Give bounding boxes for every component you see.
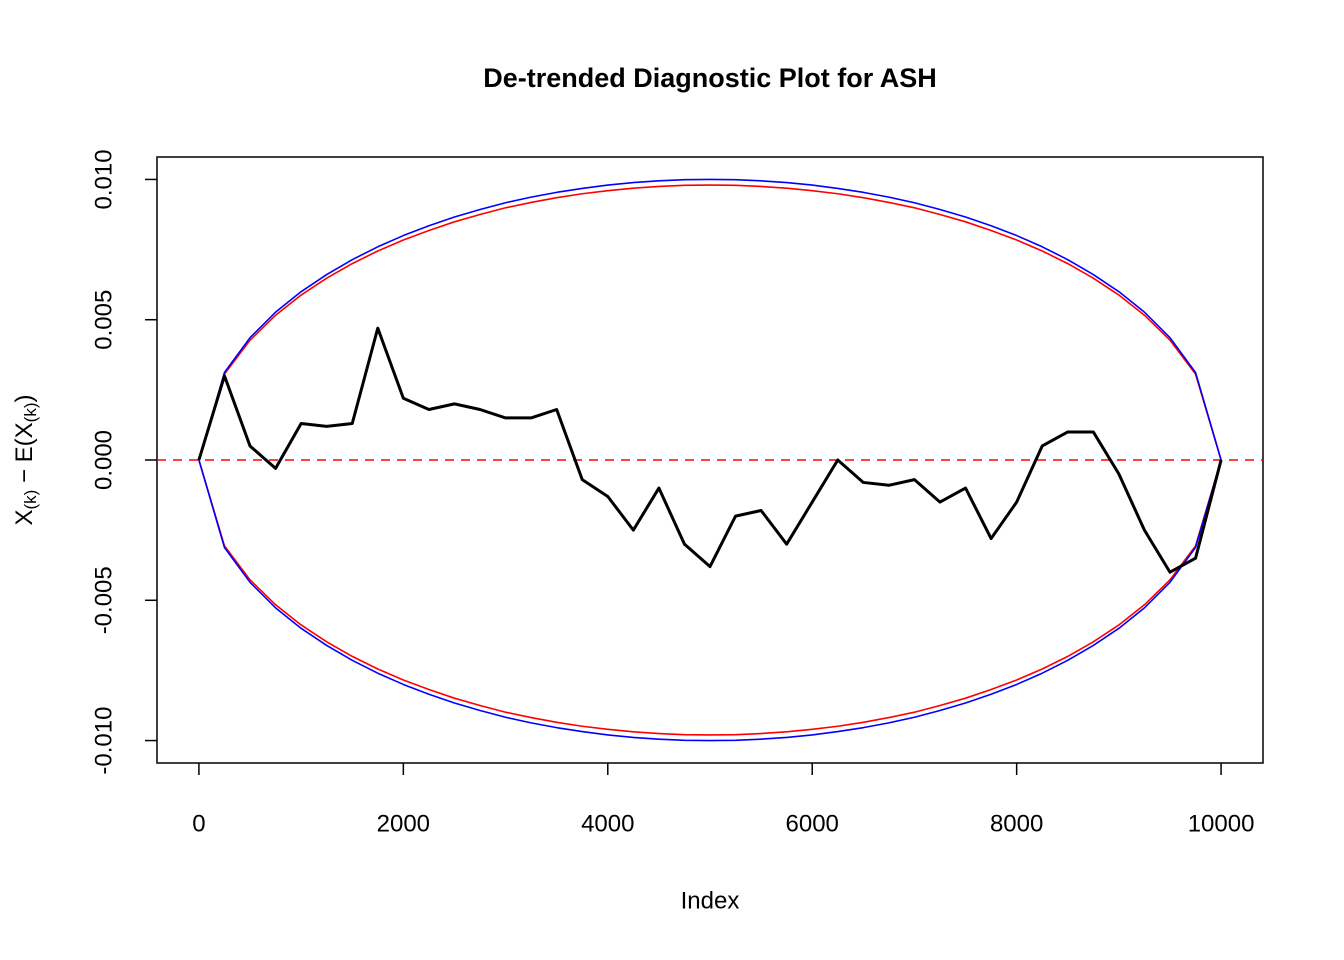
y-tick-label: 0.005: [90, 290, 117, 350]
y-tick-label: 0.010: [90, 149, 117, 209]
x-tick-label: 8000: [990, 810, 1043, 837]
series-line: [198, 178, 1222, 461]
x-tick-label: 2000: [377, 810, 430, 837]
series-line: [198, 184, 1222, 461]
y-label-part: (k): [21, 402, 40, 422]
chart-title: De-trended Diagnostic Plot for ASH: [483, 63, 937, 93]
y-label-part: X: [11, 510, 38, 526]
series-line: [198, 459, 1222, 736]
x-tick-label: 0: [192, 810, 205, 837]
series-line: [197, 326, 1223, 574]
x-axis-label: Index: [681, 887, 740, 914]
y-label-part: (k): [21, 490, 40, 510]
y-tick-label: -0.010: [90, 707, 117, 775]
x-tick-label: 6000: [786, 810, 839, 837]
y-label-part: − E(X: [11, 422, 38, 489]
series-line: [198, 459, 1222, 742]
x-tick-label: 4000: [581, 810, 634, 837]
y-label-part: ): [11, 394, 38, 402]
y-axis-label: X(k) − E(X(k)): [11, 394, 40, 525]
y-tick-label: 0.000: [90, 430, 117, 490]
y-tick-label: -0.005: [90, 566, 117, 634]
x-tick-label: 10000: [1188, 810, 1255, 837]
